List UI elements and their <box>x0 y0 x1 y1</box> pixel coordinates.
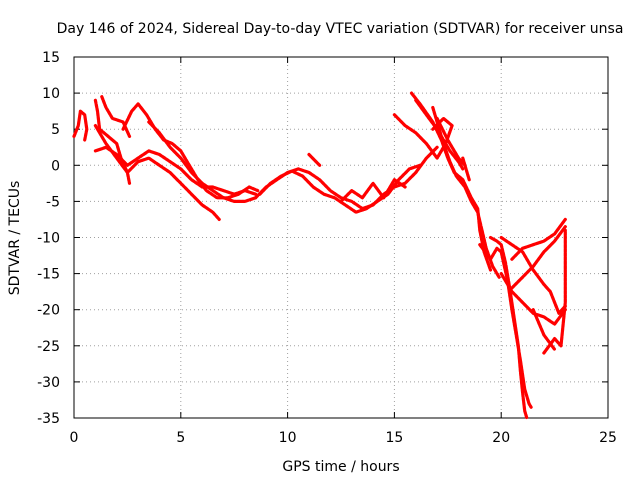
series-track-17 <box>461 156 471 182</box>
axis-ticks <box>73 56 609 419</box>
x-tick-label: 10 <box>279 430 297 446</box>
y-tick-label: -10 <box>37 231 60 247</box>
data-series <box>72 91 567 420</box>
y-tick-label: 0 <box>51 158 60 174</box>
y-tick-label: 15 <box>42 50 60 66</box>
series-track-15 <box>431 105 465 171</box>
series-track-3 <box>100 95 132 138</box>
x-axis-label: GPS time / hours <box>282 459 399 475</box>
y-tick-label: -35 <box>37 411 60 427</box>
x-tick-label: 25 <box>599 430 617 446</box>
series-track-11 <box>339 178 407 203</box>
x-tick-label: 5 <box>176 430 185 446</box>
series-track-25 <box>531 308 557 351</box>
series-track-5 <box>121 102 260 200</box>
series-track-7 <box>147 120 258 203</box>
series-track-4 <box>93 145 258 196</box>
y-tick-label: -30 <box>37 375 60 391</box>
y-tick-label: -15 <box>37 267 60 283</box>
series-track-8 <box>254 145 439 211</box>
y-axis-label: SDTVAR / TECUs <box>7 181 23 296</box>
x-tick-label: 15 <box>385 430 403 446</box>
series-track-24 <box>542 228 567 355</box>
series-track-19 <box>488 235 529 420</box>
y-tick-label: 5 <box>51 122 60 138</box>
series-track-12 <box>409 91 493 272</box>
series-track-9 <box>258 163 422 214</box>
y-tick-label: -25 <box>37 339 60 355</box>
series-track-6 <box>93 124 221 221</box>
x-tick-label: 20 <box>492 430 510 446</box>
y-tick-label: -20 <box>37 303 60 319</box>
x-tick-label: 0 <box>70 430 79 446</box>
chart-title: Day 146 of 2024, Sidereal Day-to-day VTE… <box>57 21 624 37</box>
x-tick-labels: 0 5 10 15 20 25 <box>70 430 617 446</box>
series-track-22 <box>510 217 567 261</box>
series-track-13 <box>414 98 501 279</box>
y-tick-label: -5 <box>46 194 60 210</box>
series-track-10 <box>307 152 322 167</box>
grid <box>74 57 608 418</box>
series-track-1 <box>72 109 89 142</box>
y-tick-label: 10 <box>42 86 60 102</box>
series-track-14 <box>392 113 454 160</box>
series-track-16 <box>435 116 467 167</box>
series-track-23 <box>510 225 567 290</box>
y-tick-labels: 15 10 5 0 -5 -10 -15 -20 -25 -30 -35 <box>37 50 60 427</box>
series-track-20 <box>499 235 567 315</box>
